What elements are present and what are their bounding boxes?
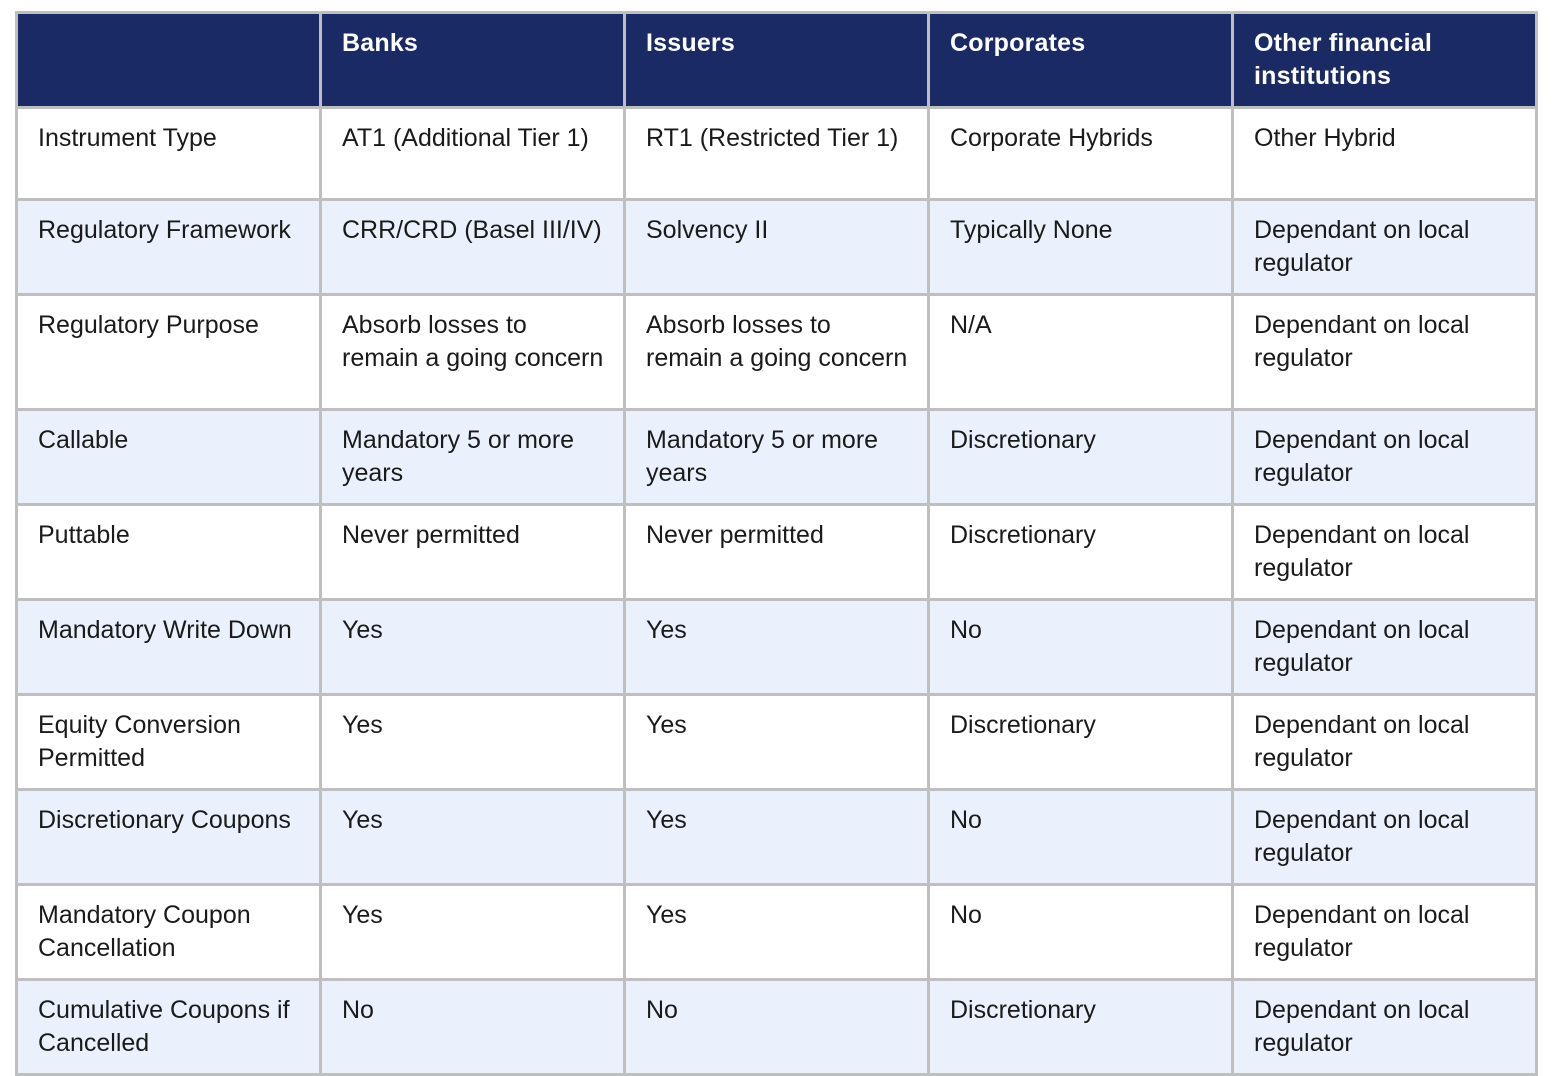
table-cell: Mandatory 5 or more years [623, 408, 930, 506]
table-cell: No [623, 978, 930, 1076]
table-cell: Yes [623, 883, 930, 981]
row-label: Discretionary Coupons [15, 788, 322, 886]
table-cell: Mandatory 5 or more years [319, 408, 626, 506]
table-row-instrument-type: Instrument Type AT1 (Additional Tier 1) … [15, 106, 1538, 201]
row-label: Mandatory Write Down [15, 598, 322, 696]
table-cell: CRR/CRD (Basel III/IV) [319, 198, 626, 296]
table-cell: Dependant on local regulator [1231, 978, 1538, 1076]
table-row-regulatory-framework: Regulatory Framework CRR/CRD (Basel III/… [15, 198, 1538, 296]
table-cell: Never permitted [623, 503, 930, 601]
table-cell: Dependant on local regulator [1231, 293, 1538, 411]
row-label: Callable [15, 408, 322, 506]
header-cell-banks: Banks [319, 11, 626, 109]
table-cell: Dependant on local regulator [1231, 883, 1538, 981]
header-row: Banks Issuers Corporates Other financial… [15, 11, 1538, 109]
table-row-callable: Callable Mandatory 5 or more years Manda… [15, 408, 1538, 506]
table-cell: Yes [319, 693, 626, 791]
table-cell: Yes [319, 598, 626, 696]
table-cell: Other Hybrid [1231, 106, 1538, 201]
table-cell: Dependant on local regulator [1231, 408, 1538, 506]
header-cell-other-financial-institutions: Other financial institutions [1231, 11, 1538, 109]
table-cell: No [927, 883, 1234, 981]
table-cell: Yes [319, 883, 626, 981]
header-cell-row-labels [15, 11, 322, 109]
table-cell: AT1 (Additional Tier 1) [319, 106, 626, 201]
header-cell-issuers: Issuers [623, 11, 930, 109]
table-cell: Absorb losses to remain a going concern [623, 293, 930, 411]
row-label: Regulatory Framework [15, 198, 322, 296]
table-row-equity-conversion-permitted: Equity Conversion Permitted Yes Yes Disc… [15, 693, 1538, 791]
row-label: Cumulative Coupons if Cancelled [15, 978, 322, 1076]
table-cell: Dependant on local regulator [1231, 503, 1538, 601]
table-cell: RT1 (Restricted Tier 1) [623, 106, 930, 201]
row-label: Mandatory Coupon Cancellation [15, 883, 322, 981]
table-row-cumulative-coupons-if-cancelled: Cumulative Coupons if Cancelled No No Di… [15, 978, 1538, 1076]
table-cell: Dependant on local regulator [1231, 693, 1538, 791]
table-cell: No [319, 978, 626, 1076]
table-cell: Corporate Hybrids [927, 106, 1234, 201]
table-cell: Discretionary [927, 693, 1234, 791]
table-cell: Yes [623, 598, 930, 696]
row-label: Instrument Type [15, 106, 322, 201]
row-label: Regulatory Purpose [15, 293, 322, 411]
table-cell: Dependant on local regulator [1231, 198, 1538, 296]
table-cell: Discretionary [927, 503, 1234, 601]
table-cell: No [927, 598, 1234, 696]
table-cell: Absorb losses to remain a going concern [319, 293, 626, 411]
table-cell: N/A [927, 293, 1234, 411]
table-cell: Yes [623, 788, 930, 886]
page: Banks Issuers Corporates Other financial… [15, 11, 1538, 1076]
table-cell: Dependant on local regulator [1231, 788, 1538, 886]
table-row-puttable: Puttable Never permitted Never permitted… [15, 503, 1538, 601]
table-cell: Never permitted [319, 503, 626, 601]
table-cell: No [927, 788, 1234, 886]
table-row-regulatory-purpose: Regulatory Purpose Absorb losses to rema… [15, 293, 1538, 411]
table-cell: Solvency II [623, 198, 930, 296]
table-cell: Discretionary [927, 978, 1234, 1076]
header-cell-corporates: Corporates [927, 11, 1234, 109]
table-row-discretionary-coupons: Discretionary Coupons Yes Yes No Dependa… [15, 788, 1538, 886]
table-cell: Yes [319, 788, 626, 886]
table-cell: Yes [623, 693, 930, 791]
table-cell: Typically None [927, 198, 1234, 296]
table-cell: Dependant on local regulator [1231, 598, 1538, 696]
table-row-mandatory-write-down: Mandatory Write Down Yes Yes No Dependan… [15, 598, 1538, 696]
row-label: Puttable [15, 503, 322, 601]
table-row-mandatory-coupon-cancellation: Mandatory Coupon Cancellation Yes Yes No… [15, 883, 1538, 981]
instrument-comparison-table: Banks Issuers Corporates Other financial… [15, 11, 1538, 1076]
row-label: Equity Conversion Permitted [15, 693, 322, 791]
table-cell: Discretionary [927, 408, 1234, 506]
